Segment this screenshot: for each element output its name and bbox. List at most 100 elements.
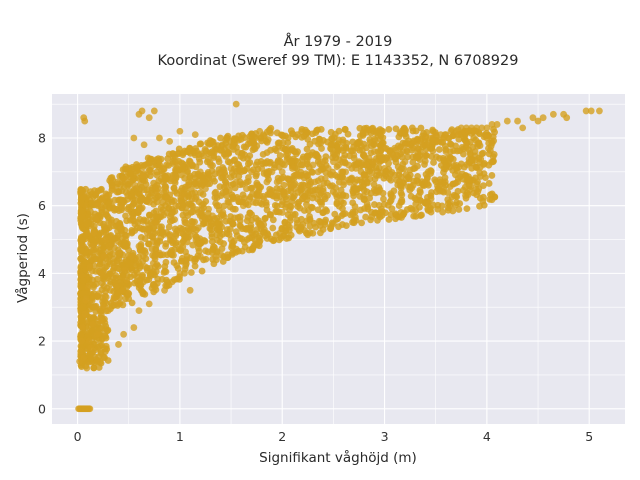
data-point — [91, 303, 99, 311]
cloud-point — [234, 160, 241, 168]
data-point — [299, 161, 307, 169]
cloud-point — [446, 202, 454, 210]
cloud-point — [119, 196, 127, 204]
cloud-point — [460, 163, 468, 171]
cloud-point — [334, 146, 341, 153]
cloud-point — [252, 134, 259, 142]
cloud-point — [368, 164, 376, 172]
cloud-point — [416, 186, 424, 194]
cloud-point — [125, 164, 133, 172]
cloud-point — [261, 232, 269, 240]
data-point — [161, 286, 168, 294]
data-point — [88, 242, 96, 250]
cloud-point — [400, 165, 408, 173]
chart-title: År 1979 - 2019 Koordinat (Sweref 99 TM):… — [158, 33, 519, 69]
data-point — [117, 225, 124, 233]
cloud-point — [229, 220, 237, 228]
cloud-point — [388, 205, 396, 213]
cloud-point — [187, 269, 195, 276]
cloud-point — [375, 184, 383, 191]
cloud-point — [431, 176, 439, 184]
data-point — [442, 148, 450, 155]
cloud-point — [147, 272, 154, 280]
cloud-point — [276, 152, 284, 159]
data-point — [270, 192, 278, 199]
data-point — [188, 222, 196, 230]
cloud-point — [267, 129, 275, 137]
cloud-point — [216, 238, 224, 246]
x-tick-label: 1 — [176, 429, 184, 444]
cloud-point — [316, 229, 324, 237]
cloud-point — [428, 153, 436, 160]
data-point — [539, 114, 547, 122]
data-point — [106, 286, 114, 294]
cloud-point — [318, 145, 325, 152]
cloud-point — [463, 189, 471, 197]
cloud-point — [150, 280, 158, 288]
data-point — [85, 337, 93, 345]
cloud-point — [178, 171, 185, 179]
data-point — [123, 276, 131, 284]
data-point — [116, 249, 123, 257]
data-point — [372, 158, 380, 166]
cloud-point — [349, 199, 357, 207]
cloud-point — [376, 126, 384, 133]
cloud-point — [146, 193, 154, 200]
data-point — [370, 148, 378, 155]
cloud-point — [322, 153, 330, 161]
data-point — [362, 161, 370, 169]
data-point — [422, 134, 429, 142]
data-point — [294, 171, 301, 179]
cloud-point — [236, 217, 244, 225]
cloud-point — [162, 187, 170, 195]
cloud-point — [418, 178, 426, 186]
data-point — [101, 236, 109, 243]
cloud-point — [329, 188, 337, 196]
cloud-point — [248, 234, 256, 242]
x-tick-label: 5 — [585, 429, 593, 444]
data-point — [478, 124, 486, 132]
cloud-point — [266, 210, 274, 218]
data-point — [78, 337, 86, 345]
data-point — [160, 165, 167, 172]
cloud-point — [218, 174, 225, 182]
data-point — [514, 117, 521, 125]
cloud-point — [88, 327, 96, 335]
cloud-point — [123, 217, 131, 225]
cloud-point — [434, 205, 442, 213]
data-point — [503, 117, 511, 125]
data-point — [150, 107, 158, 115]
data-point — [82, 297, 90, 304]
data-point — [258, 222, 266, 230]
cloud-point — [246, 209, 254, 217]
cloud-point — [77, 207, 85, 215]
cloud-point — [361, 196, 368, 203]
cloud-point — [137, 233, 145, 241]
x-tick-label: 0 — [74, 429, 82, 444]
data-point — [104, 307, 112, 315]
cloud-point — [218, 251, 226, 259]
cloud-point — [351, 178, 359, 186]
data-point — [209, 212, 217, 220]
cloud-point — [238, 235, 246, 243]
data-point — [413, 144, 421, 152]
cloud-point — [91, 210, 99, 218]
cloud-point — [230, 135, 238, 142]
cloud-point — [242, 143, 250, 151]
cloud-point — [407, 192, 415, 200]
cloud-point — [417, 124, 425, 132]
cloud-point — [474, 188, 482, 196]
data-point — [393, 151, 401, 159]
data-point — [145, 198, 153, 206]
cloud-point — [250, 144, 258, 152]
data-point — [309, 161, 317, 169]
cloud-point — [210, 243, 217, 251]
cloud-point — [439, 208, 447, 216]
data-point — [587, 107, 595, 115]
data-point — [98, 195, 106, 203]
cloud-point — [186, 145, 194, 152]
cloud-point — [303, 145, 311, 153]
cloud-point — [90, 283, 97, 291]
data-point — [383, 154, 390, 162]
